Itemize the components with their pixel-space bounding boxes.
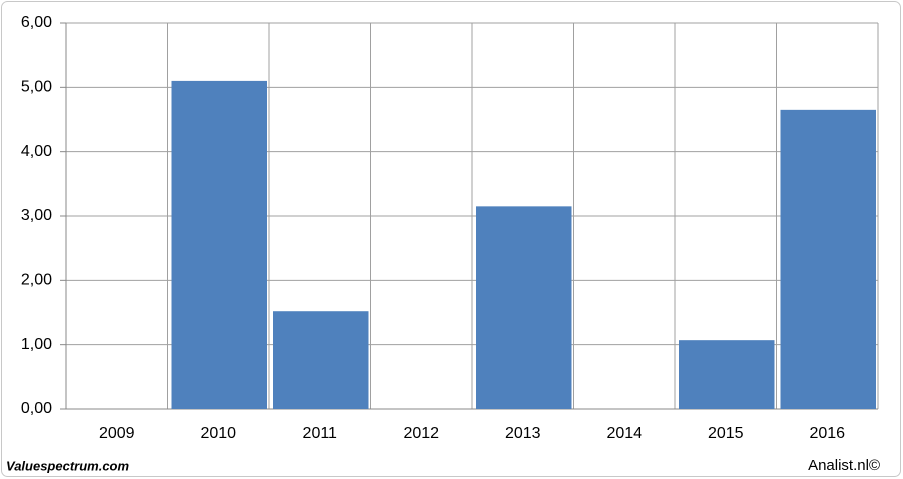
bar bbox=[171, 80, 267, 410]
bar bbox=[679, 340, 775, 409]
x-tick-label: 2013 bbox=[505, 425, 541, 442]
x-tick-label: 2009 bbox=[99, 425, 135, 442]
x-tick-label: 2014 bbox=[606, 425, 642, 442]
source-left: Valuespectrum.com bbox=[6, 458, 130, 473]
y-tick-label: 5,00 bbox=[21, 79, 52, 96]
bar bbox=[273, 311, 369, 409]
x-tick-label: 2011 bbox=[303, 425, 338, 442]
source-right: Analist.nl© bbox=[808, 457, 880, 474]
y-tick-label: 2,00 bbox=[21, 272, 52, 289]
y-tick-label: 1,00 bbox=[21, 336, 52, 353]
bar bbox=[476, 206, 572, 409]
x-tick-label: 2016 bbox=[809, 425, 845, 442]
bar bbox=[780, 109, 876, 409]
x-tick-label: 2012 bbox=[403, 425, 439, 442]
y-tick-label: 3,00 bbox=[21, 207, 52, 224]
y-tick-label: 4,00 bbox=[21, 143, 52, 160]
y-tick-label: 0,00 bbox=[21, 400, 52, 417]
x-tick-label: 2010 bbox=[200, 425, 236, 442]
x-tick-label: 2015 bbox=[708, 425, 744, 442]
y-tick-label: 6,00 bbox=[21, 14, 52, 31]
